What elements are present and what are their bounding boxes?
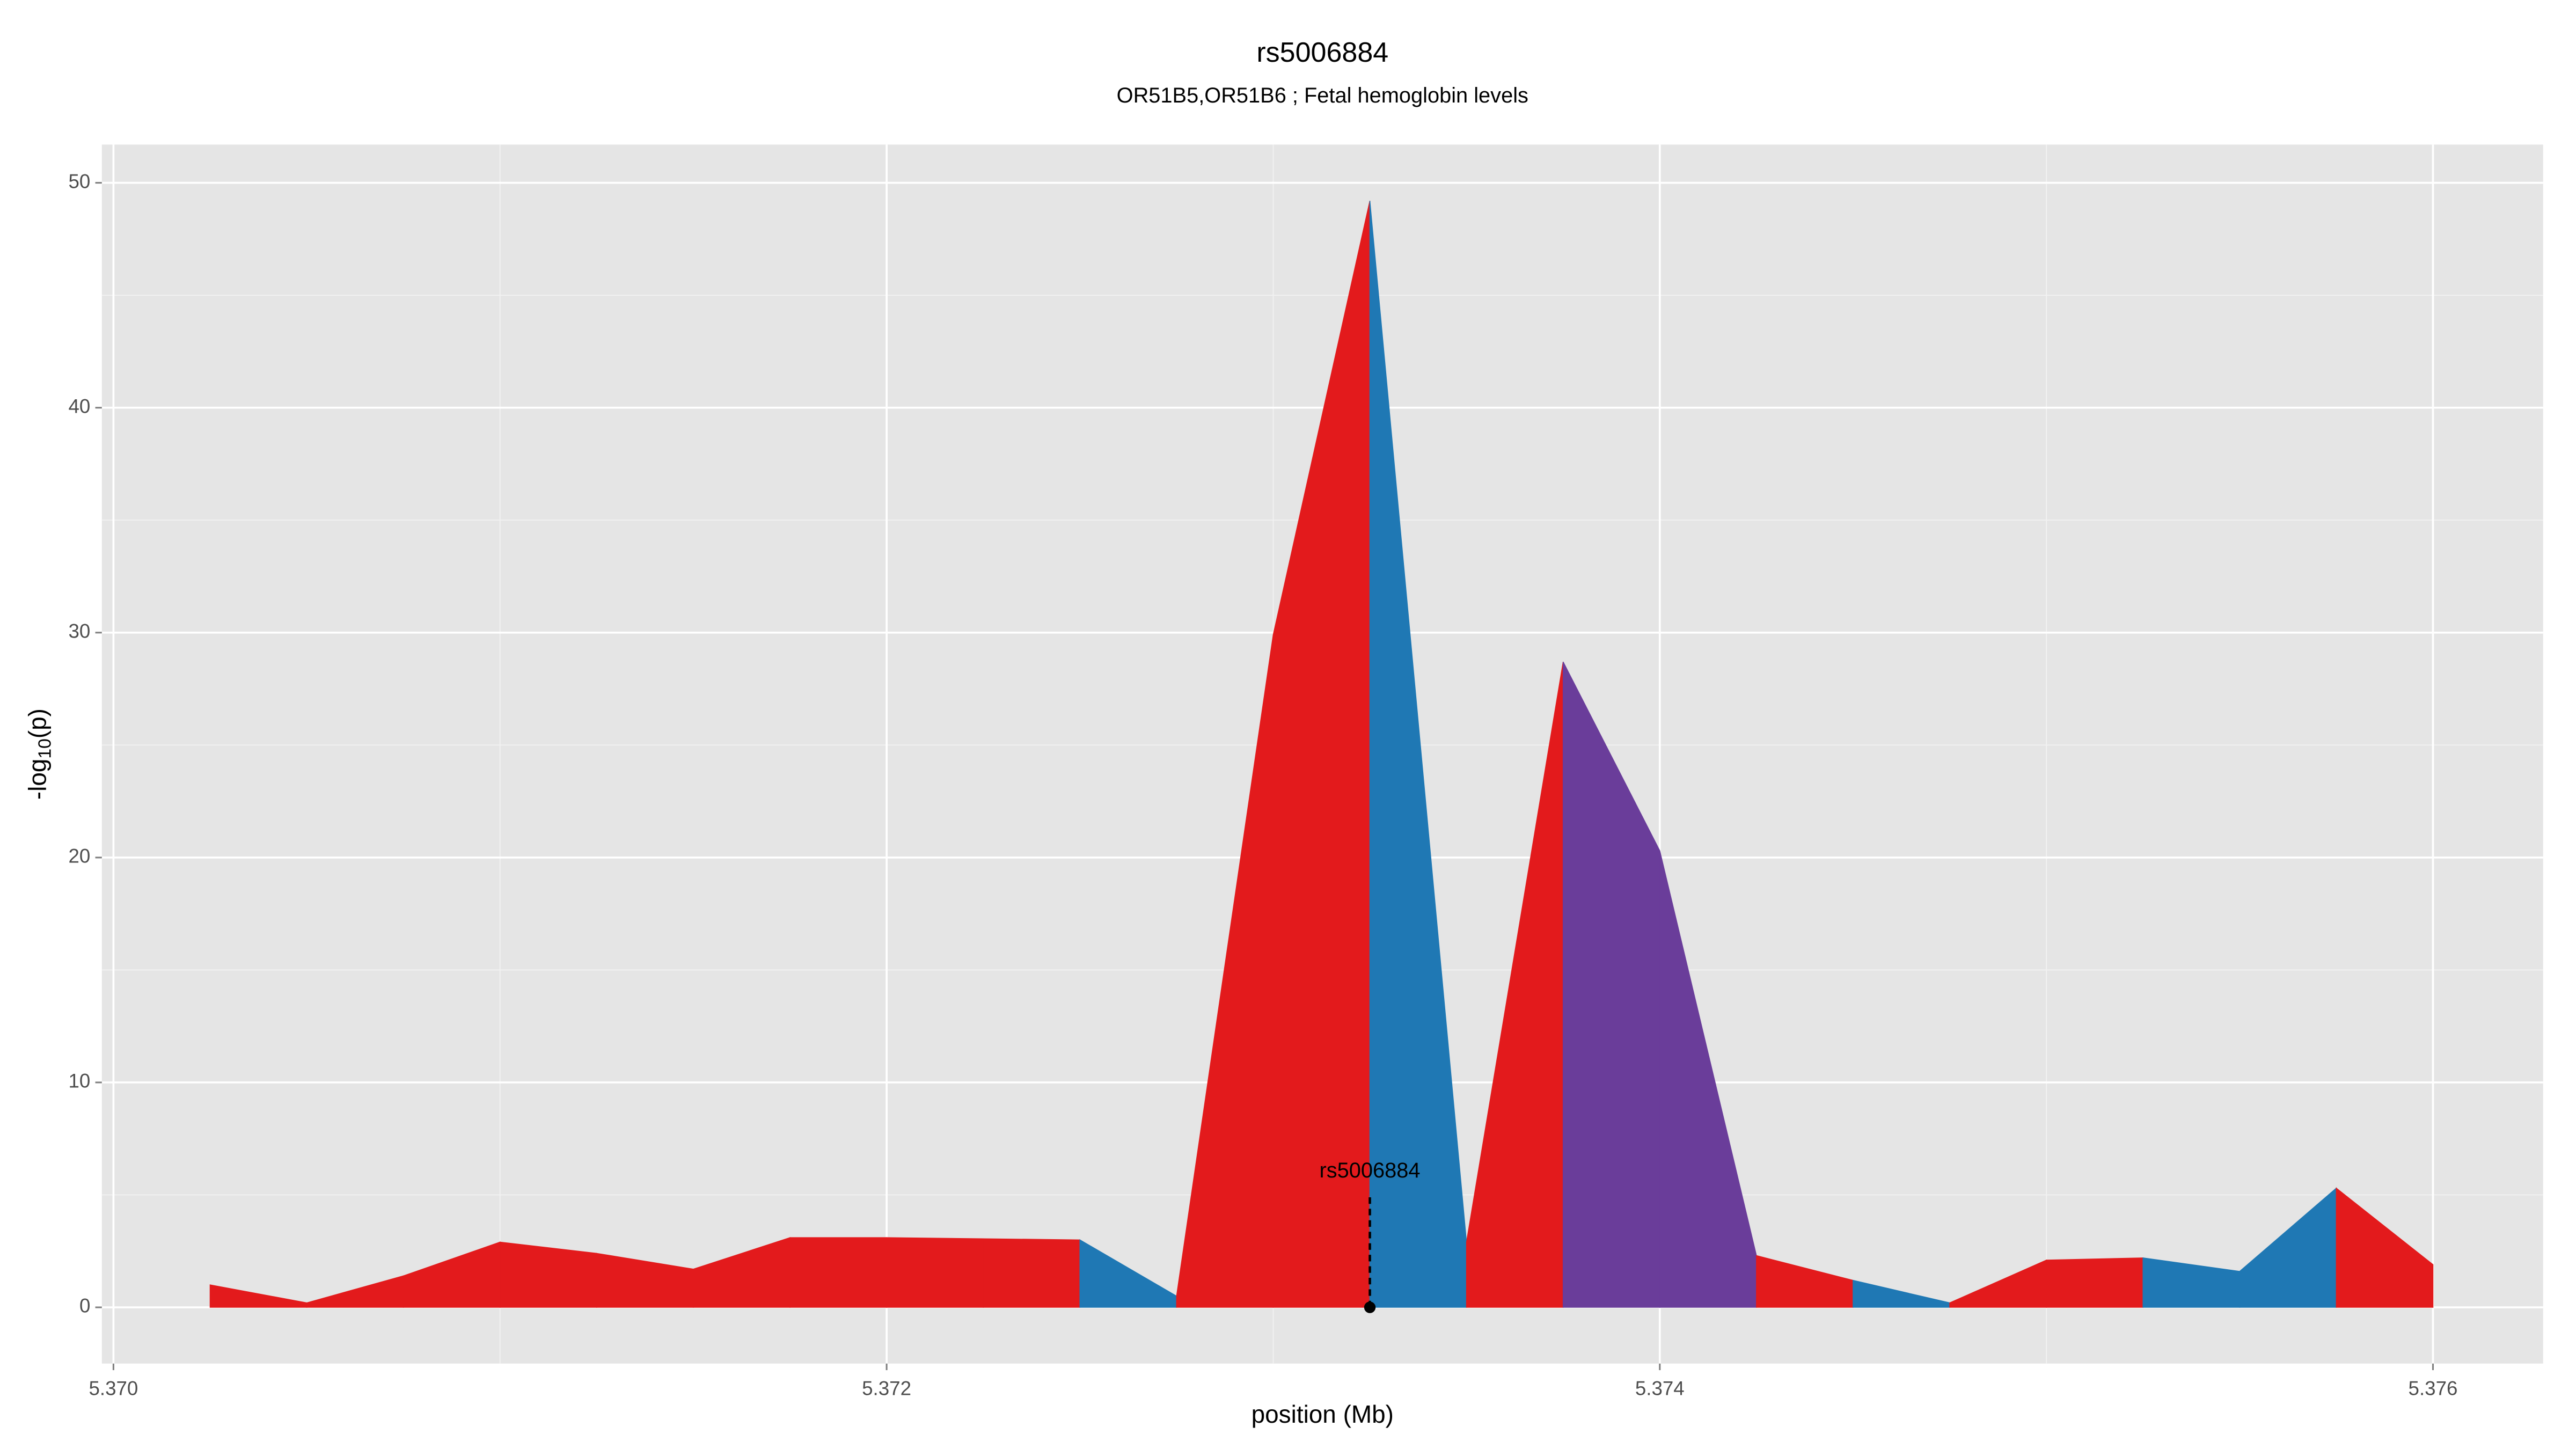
y-tick-label: 40 [69, 395, 91, 417]
area-segment [983, 1238, 1081, 1308]
area-segment [2336, 1187, 2434, 1308]
y-title-end: (p) [24, 708, 52, 738]
chart-subtitle: OR51B5,OR51B6 ; Fetal hemoglobin levels [1117, 84, 1528, 107]
area-segment [886, 1237, 984, 1308]
annotation-label: rs5006884 [1320, 1159, 1421, 1182]
area-segment [2046, 1257, 2143, 1308]
y-tick-label: 20 [69, 845, 91, 867]
area-segment [499, 1241, 597, 1308]
x-tick-label: 5.372 [862, 1377, 911, 1399]
annotation-dot [1364, 1301, 1376, 1313]
y-tick-label: 50 [69, 170, 91, 192]
y-tick-label: 0 [79, 1295, 90, 1317]
x-tick-label: 5.376 [2409, 1377, 2458, 1399]
y-title-sub: 10 [35, 738, 55, 758]
area-segment [789, 1237, 887, 1308]
x-axis-title: position (Mb) [1252, 1400, 1394, 1428]
y-title-main: -log [24, 759, 52, 800]
y-axis-title: -log10(p) [24, 708, 55, 800]
x-tick-label: 5.370 [89, 1377, 138, 1399]
chart-title: rs5006884 [1256, 37, 1388, 68]
y-tick-label: 30 [69, 620, 91, 642]
y-tick-label: 10 [69, 1070, 91, 1092]
x-tick-label: 5.374 [1635, 1377, 1685, 1399]
